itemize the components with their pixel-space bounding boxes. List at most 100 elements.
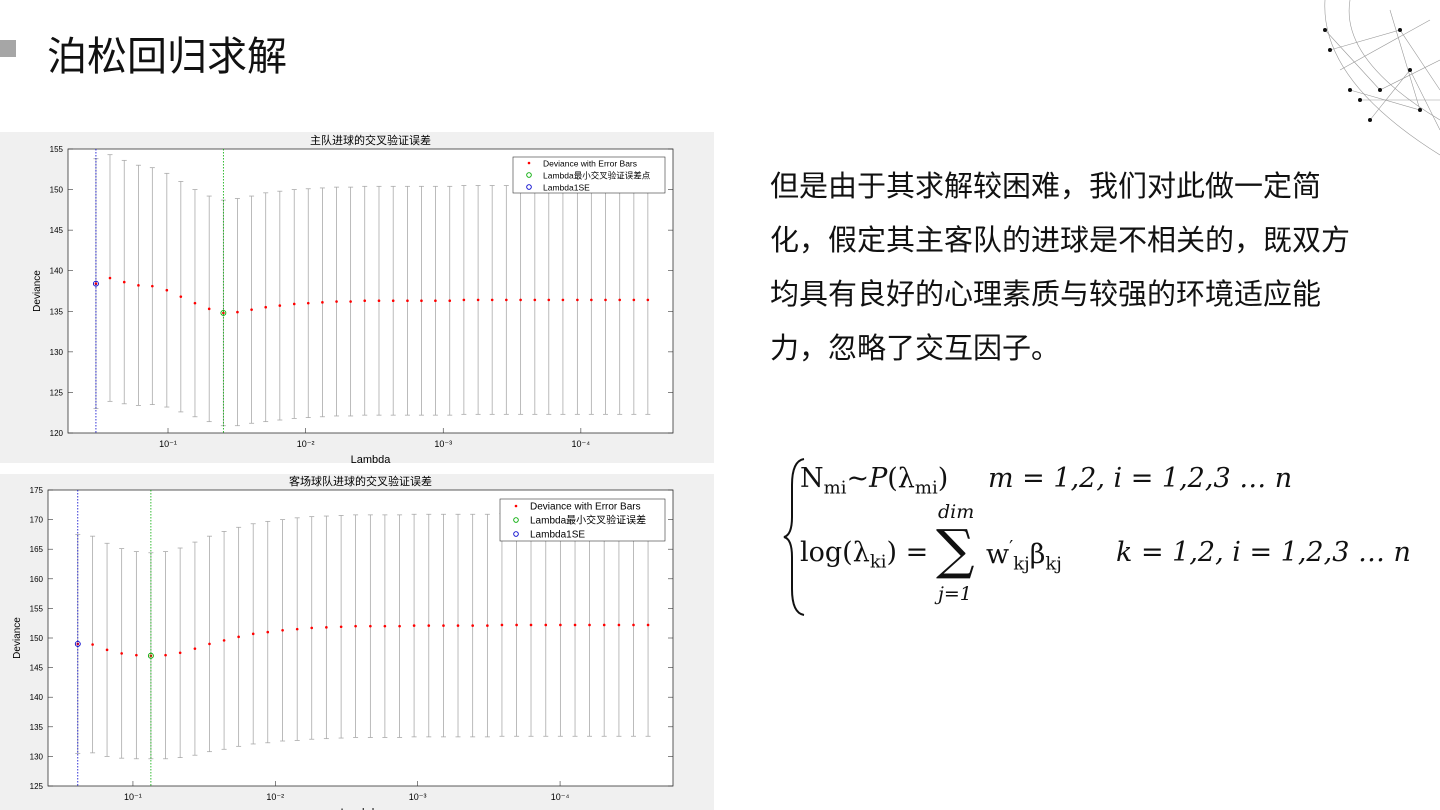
data-point xyxy=(178,651,182,655)
lambda-marker xyxy=(147,652,154,659)
data-point xyxy=(135,653,138,657)
data-point xyxy=(427,624,431,627)
data-point xyxy=(250,308,253,311)
y-tick-label: 140 xyxy=(50,267,64,276)
chart-title: 客场球队进球的交叉验证误差 xyxy=(289,474,432,488)
data-point xyxy=(588,623,591,627)
y-tick-label: 130 xyxy=(30,752,44,761)
data-point xyxy=(281,629,284,632)
data-point xyxy=(529,623,533,627)
slide-title: 泊松回归求解 xyxy=(47,34,287,80)
formula-part: ki xyxy=(869,551,887,573)
data-point xyxy=(632,298,636,302)
formula-part: kj xyxy=(1045,553,1062,575)
legend-symbol xyxy=(527,161,531,165)
data-point xyxy=(222,639,226,642)
formula-part: ) xyxy=(937,463,949,494)
y-tick-label: 150 xyxy=(50,186,64,195)
data-point xyxy=(236,310,239,314)
y-axis-label: Deviance xyxy=(32,270,43,312)
decoration xyxy=(1323,0,1440,156)
y-tick-label: 155 xyxy=(30,604,44,613)
data-point xyxy=(618,298,622,302)
data-point xyxy=(349,300,352,303)
data-point xyxy=(306,301,310,305)
data-point xyxy=(151,284,154,288)
data-point xyxy=(179,295,183,298)
data-point xyxy=(486,624,489,627)
data-point xyxy=(237,635,240,639)
data-point xyxy=(164,653,167,657)
legend-label: Deviance with Error Bars xyxy=(530,502,641,513)
y-tick-label: 130 xyxy=(50,348,64,357)
sum-top: dim xyxy=(938,501,975,523)
legend-label: Deviance with Error Bars xyxy=(543,159,637,169)
data-point xyxy=(490,298,494,302)
data-point xyxy=(108,276,112,280)
data-point xyxy=(420,299,423,303)
x-tick-label: 10⁻¹ xyxy=(124,792,142,802)
data-point xyxy=(632,623,635,627)
data-point xyxy=(325,626,328,629)
data-point xyxy=(559,623,562,627)
data-point xyxy=(377,299,381,303)
data-point xyxy=(646,623,650,627)
y-tick-label: 165 xyxy=(30,545,44,554)
x-tick-label: 10⁻² xyxy=(266,792,284,802)
data-point xyxy=(193,647,197,650)
legend-symbol xyxy=(514,504,518,508)
formula-part: ′ xyxy=(1009,537,1014,558)
charts: 主队进球的交叉验证误差 Lambda Deviance 120 125 130 135 140… xyxy=(0,132,714,810)
chart-title: 主队进球的交叉验证误差 xyxy=(310,133,431,147)
formula-part: N xyxy=(800,463,824,494)
formula-condition: m = 1,2, i = 1,2,3 … n xyxy=(988,463,1293,494)
legend-symbol xyxy=(513,517,519,523)
data-point xyxy=(547,298,551,302)
legend-symbol xyxy=(526,172,532,178)
data-point xyxy=(646,298,650,302)
data-point xyxy=(369,624,372,628)
data-point xyxy=(406,299,409,303)
data-point xyxy=(448,299,452,303)
y-tick-label: 135 xyxy=(30,723,44,732)
data-point xyxy=(354,624,357,628)
formula-part: P xyxy=(869,463,888,494)
data-point xyxy=(476,298,480,302)
data-point xyxy=(91,643,94,646)
data-point xyxy=(383,624,387,628)
data-point xyxy=(544,623,548,627)
formula-row: Nmi~P(λmi) xyxy=(800,463,948,498)
data-point xyxy=(500,623,504,627)
data-point xyxy=(207,307,211,311)
data-point xyxy=(561,298,565,302)
y-tick-label: 125 xyxy=(30,782,44,791)
data-point xyxy=(208,642,211,646)
y-tick-label: 175 xyxy=(30,486,44,495)
x-tick-label: 10⁻³ xyxy=(409,792,427,802)
legend-label: Lambda最小交叉验证误差 xyxy=(530,514,646,527)
legend-label: Lambda1SE xyxy=(543,183,590,193)
data-point xyxy=(462,298,466,302)
y-tick-label: 150 xyxy=(30,634,44,643)
formula-part: w xyxy=(986,539,1010,570)
sum-bottom: j=1 xyxy=(938,583,972,605)
data-point xyxy=(105,648,109,652)
x-axis-label: Lambda xyxy=(341,807,382,810)
y-tick-label: 155 xyxy=(50,145,64,154)
x-axis-label: Lambda xyxy=(351,454,392,466)
data-point xyxy=(120,652,123,655)
title-marker xyxy=(0,40,16,57)
formula-part: ) = xyxy=(886,537,929,568)
data-point xyxy=(602,623,606,627)
formula-part: mi xyxy=(914,477,938,499)
y-axis-label: Deviance xyxy=(12,617,23,659)
data-point xyxy=(295,627,299,631)
x-tick-label: 10⁻⁴ xyxy=(551,792,570,802)
x-tick-label: 10⁻⁴ xyxy=(572,439,591,449)
data-point xyxy=(193,301,197,305)
data-point xyxy=(456,624,460,627)
y-tick-label: 135 xyxy=(50,307,64,316)
formula-condition: k = 1,2, i = 1,2,3 … n xyxy=(1116,537,1411,568)
data-point xyxy=(264,305,268,309)
y-tick-label: 160 xyxy=(30,575,44,584)
